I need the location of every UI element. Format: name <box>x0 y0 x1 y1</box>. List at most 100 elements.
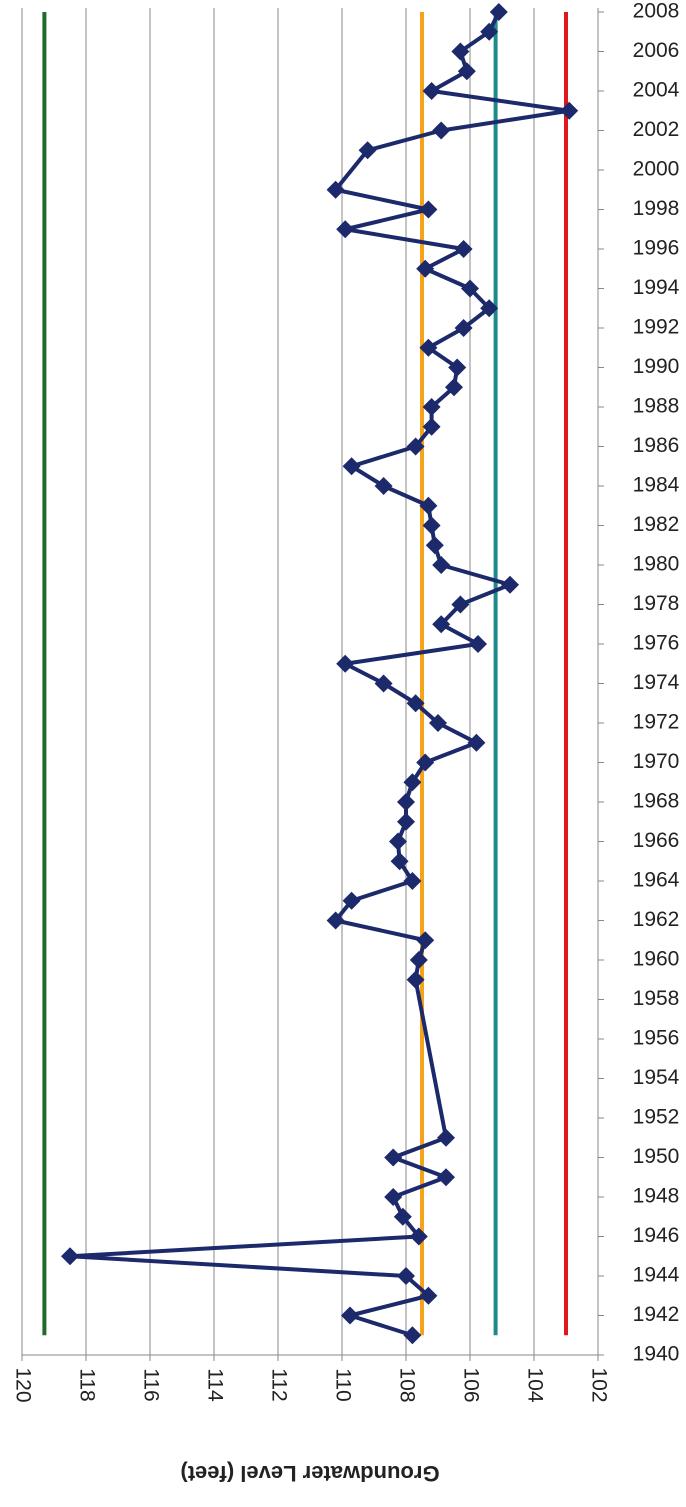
year-tick-label: 1992 <box>633 316 680 339</box>
value-tick-label: 112 <box>267 1368 290 1401</box>
value-tick-label: 114 <box>203 1368 226 1402</box>
year-tick-label: 1996 <box>633 237 680 260</box>
data-point <box>445 378 463 397</box>
value-tick-label: 106 <box>459 1367 482 1402</box>
data-point <box>403 773 422 792</box>
data-point <box>432 556 451 574</box>
data-point <box>419 1286 438 1305</box>
data-point <box>422 82 441 100</box>
data-point <box>489 3 508 21</box>
data-point <box>416 931 435 950</box>
year-tick-label: 1978 <box>633 592 680 615</box>
data-point <box>406 437 425 456</box>
data-point <box>432 121 451 140</box>
year-tick-label: 1956 <box>633 1027 680 1050</box>
value-tick-label: 118 <box>75 1368 98 1401</box>
year-tick-label: 2002 <box>633 118 680 141</box>
value-tick-label: 108 <box>395 1367 418 1402</box>
data-point <box>501 575 519 594</box>
data-point <box>480 22 499 41</box>
data-point <box>403 872 422 890</box>
data-point <box>397 793 415 811</box>
year-tick-label: 1946 <box>633 1224 680 1247</box>
data-point <box>384 1148 403 1167</box>
year-tick-label: 1942 <box>633 1303 680 1326</box>
data-point <box>406 970 425 989</box>
value-tick-label: 102 <box>587 1367 610 1402</box>
year-tick-label: 1986 <box>633 434 680 457</box>
year-tick-label: 1962 <box>633 908 680 931</box>
data-point <box>409 1227 428 1246</box>
data-point <box>374 674 393 693</box>
data-point <box>389 832 407 851</box>
data-point <box>469 635 487 653</box>
data-point <box>61 1247 79 1266</box>
data-point <box>429 714 447 732</box>
year-tick-label: 1976 <box>633 632 680 655</box>
data-point <box>342 891 361 910</box>
data-point <box>336 654 355 673</box>
y-axis-title: Groundwater Level (feet) <box>180 1461 439 1486</box>
data-point <box>326 911 345 930</box>
data-point <box>342 457 361 476</box>
year-tick-label: 1972 <box>633 711 680 734</box>
year-tick-label: 1948 <box>633 1185 680 1208</box>
year-tick-label: 1954 <box>633 1066 680 1089</box>
year-tick-label: 1940 <box>633 1343 680 1366</box>
data-point <box>397 812 415 831</box>
data-point <box>437 1168 455 1187</box>
year-tick-label: 1960 <box>633 948 680 971</box>
data-point <box>406 694 425 713</box>
data-point <box>422 398 441 416</box>
value-tick-label: 104 <box>523 1367 546 1402</box>
data-point <box>416 259 435 278</box>
year-tick-label: 1950 <box>633 1145 680 1168</box>
data-point <box>560 101 579 120</box>
data-point <box>451 595 470 614</box>
year-tick-label: 1964 <box>633 869 680 892</box>
data-point <box>326 180 345 199</box>
year-tick-label: 1988 <box>633 395 680 418</box>
data-point <box>358 141 377 160</box>
data-point <box>480 299 499 318</box>
data-point <box>390 852 409 871</box>
year-tick-label: 1966 <box>633 829 680 852</box>
year-tick-label: 1958 <box>633 987 680 1010</box>
value-tick-label: 116 <box>139 1368 162 1401</box>
data-point <box>393 1207 412 1226</box>
year-tick-label: 2006 <box>633 39 680 62</box>
data-point <box>419 338 438 357</box>
data-point <box>336 220 355 239</box>
year-tick-label: 2008 <box>633 0 680 23</box>
data-point <box>432 615 451 634</box>
data-point <box>454 240 473 258</box>
year-tick-label: 2004 <box>633 79 680 102</box>
data-point <box>454 319 473 337</box>
data-point <box>419 200 438 219</box>
data-point <box>467 733 486 752</box>
year-tick-label: 2000 <box>633 158 680 181</box>
value-tick-label: 120 <box>11 1367 34 1402</box>
data-point <box>419 496 438 515</box>
data-point <box>451 42 470 61</box>
data-point <box>461 279 479 298</box>
year-tick-label: 1998 <box>633 197 680 220</box>
data-point <box>403 1326 422 1345</box>
data-point <box>384 1188 403 1206</box>
data-point <box>422 417 441 436</box>
year-tick-label: 1974 <box>633 671 680 694</box>
data-point <box>448 358 467 377</box>
year-tick-label: 1984 <box>633 474 680 497</box>
data-point <box>374 477 393 495</box>
data-point <box>425 536 444 555</box>
data-point <box>341 1306 359 1325</box>
year-tick-label: 1990 <box>633 355 680 378</box>
data-point <box>397 1267 415 1285</box>
data-line <box>68 11 572 1338</box>
data-point <box>422 516 441 535</box>
data-point <box>457 62 476 81</box>
data-point <box>409 951 428 969</box>
value-tick-label: 110 <box>331 1368 354 1401</box>
year-tick-label: 1944 <box>633 1264 680 1287</box>
